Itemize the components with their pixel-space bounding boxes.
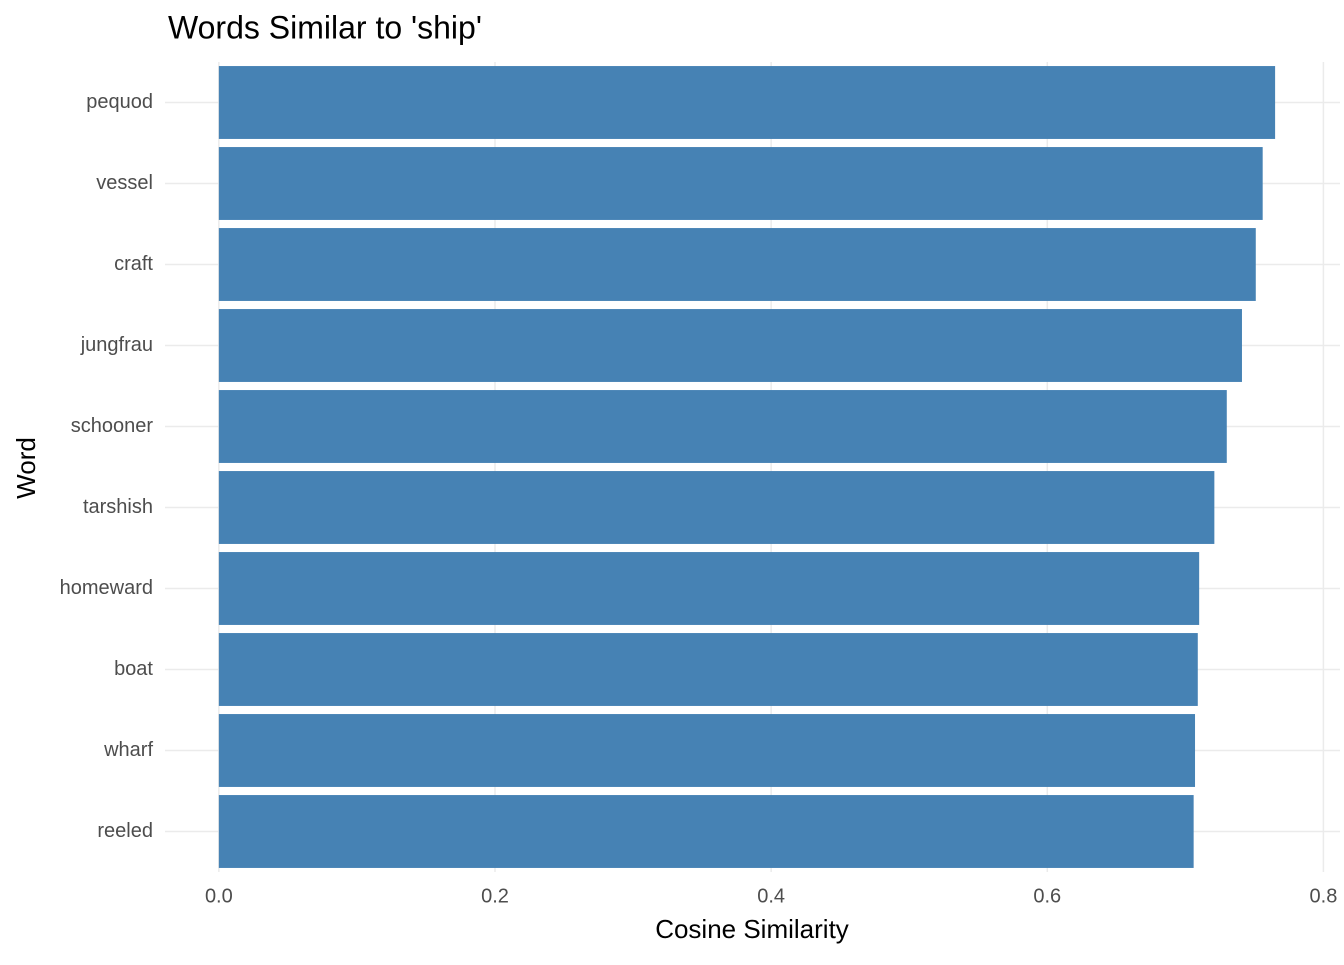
- y-tick-label: wharf: [103, 739, 153, 761]
- bar: [218, 147, 1263, 220]
- x-tick-label: 0.4: [757, 885, 785, 907]
- x-tick-label: 0.2: [481, 885, 509, 907]
- bar: [218, 66, 1276, 139]
- x-tick-label: 0.6: [1033, 885, 1061, 907]
- bar: [218, 633, 1198, 706]
- y-axis-label: Word: [11, 437, 41, 499]
- y-tick-label: schooner: [71, 415, 154, 437]
- x-axis-label: Cosine Similarity: [655, 914, 849, 944]
- bar: [218, 714, 1196, 787]
- chart-title: Words Similar to 'ship': [168, 9, 482, 45]
- y-tick-label: vessel: [96, 172, 153, 194]
- bar: [218, 309, 1242, 382]
- x-tick-label: 0.0: [205, 885, 233, 907]
- y-tick-label: boat: [114, 658, 153, 680]
- bar: [218, 228, 1256, 301]
- y-tick-label: jungfrau: [80, 334, 153, 356]
- y-tick-label: tarshish: [83, 496, 153, 518]
- x-tick-label: 0.8: [1310, 885, 1338, 907]
- bar: [218, 795, 1194, 868]
- y-tick-label: reeled: [97, 820, 153, 842]
- y-tick-label: pequod: [86, 91, 153, 113]
- y-tick-label: craft: [114, 253, 153, 275]
- bar: [218, 471, 1215, 544]
- y-tick-label: homeward: [60, 577, 153, 599]
- bar: [218, 390, 1227, 463]
- bar: [218, 552, 1200, 625]
